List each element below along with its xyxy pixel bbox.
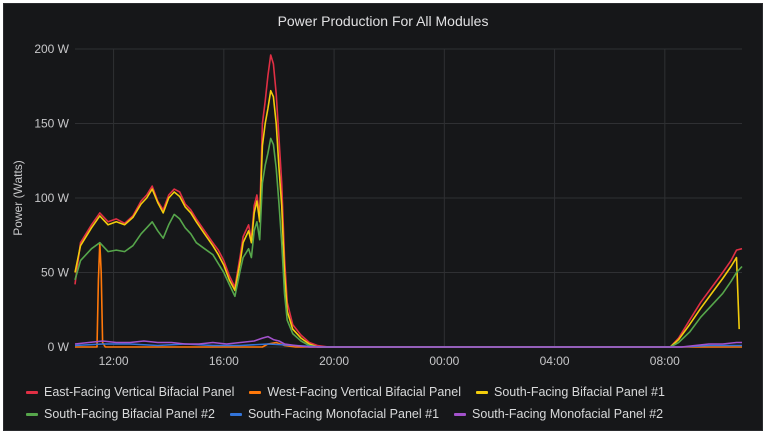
legend-swatch — [26, 412, 38, 416]
legend-label: East-Facing Vertical Bifacial Panel — [44, 385, 235, 399]
legend-item-east-vertical[interactable]: East-Facing Vertical Bifacial Panel — [26, 385, 234, 399]
legend-item-south-monofacial-2[interactable]: South-Facing Monofacial Panel #2 — [454, 407, 663, 421]
series-line-6 — [74, 335, 742, 348]
legend-row-2: South-Facing Bifacial Panel #2 South-Fac… — [26, 403, 746, 425]
x-tick-label: 00:00 — [429, 354, 459, 368]
chart-panel: Power Production For All Modules 0 W 50 W… — [3, 3, 763, 431]
legend-swatch — [249, 390, 262, 394]
legend-item-west-vertical[interactable]: West-Facing Vertical Bifacial Panel — [249, 385, 461, 399]
y-tick-label: 200 W — [34, 42, 69, 56]
x-tick-label: 08:00 — [650, 354, 680, 368]
legend-swatch — [229, 412, 242, 416]
power-chart: 0 W 50 W 100 W 150 W 200 W 12:00 16:00 20:00 00:… — [11, 42, 743, 368]
legend-label: South-Facing Monofacial Panel #2 — [472, 407, 664, 421]
x-tick-label: 12:00 — [99, 354, 129, 368]
legend: East-Facing Vertical Bifacial Panel West… — [26, 381, 746, 425]
legend-label: South-Facing Bifacial Panel #1 — [493, 385, 665, 399]
legend-swatch — [26, 390, 38, 394]
legend-item-south-bifacial-2[interactable]: South-Facing Bifacial Panel #2 — [26, 407, 215, 421]
legend-label: South-Facing Monofacial Panel #1 — [247, 407, 440, 421]
legend-swatch — [475, 390, 488, 394]
series-line-1 — [74, 54, 743, 348]
panel-title: Power Production For All Modules — [277, 13, 489, 29]
y-axis-label: Power (Watts) — [11, 160, 25, 236]
series-line-4 — [74, 137, 743, 348]
legend-swatch — [454, 412, 467, 416]
series-line-2 — [75, 241, 742, 348]
series-line-3 — [74, 89, 740, 348]
y-tick-label: 50 W — [41, 266, 70, 280]
legend-label: South-Facing Bifacial Panel #2 — [44, 407, 215, 421]
x-tick-label: 04:00 — [540, 354, 570, 368]
x-tick-label: 20:00 — [319, 354, 349, 368]
legend-item-south-bifacial-1[interactable]: South-Facing Bifacial Panel #1 — [475, 385, 665, 399]
y-tick-label: 0 W — [48, 340, 70, 354]
y-tick-label: 100 W — [34, 191, 69, 205]
y-tick-label: 150 W — [34, 117, 69, 131]
legend-item-south-monofacial-1[interactable]: South-Facing Monofacial Panel #1 — [229, 407, 440, 421]
legend-label: West-Facing Vertical Bifacial Panel — [267, 385, 461, 399]
legend-row-1: East-Facing Vertical Bifacial Panel West… — [26, 381, 746, 403]
x-tick-label: 16:00 — [209, 354, 239, 368]
